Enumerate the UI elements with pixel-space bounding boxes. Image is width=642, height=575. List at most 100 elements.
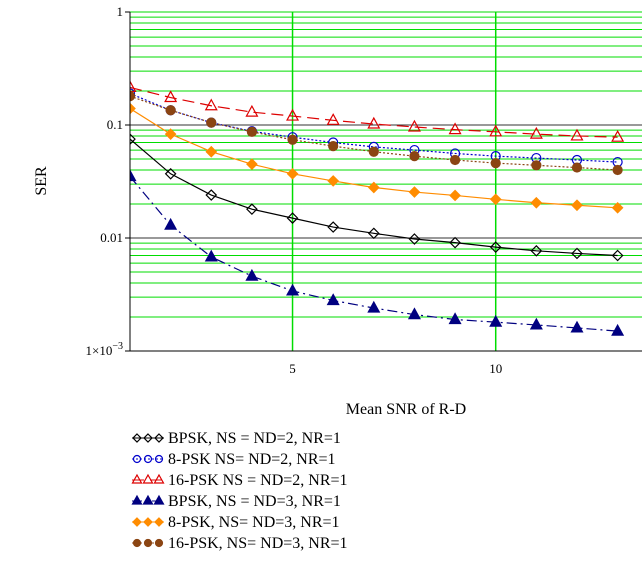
- data-point: [530, 196, 543, 209]
- legend-item: 8-PSK, NS= ND=3, NR=1: [132, 514, 340, 531]
- data-point: [448, 122, 462, 135]
- y-axis-title: SER: [33, 166, 50, 196]
- data-point: [326, 293, 340, 306]
- data-point: [367, 300, 381, 313]
- series-1: [130, 133, 624, 262]
- legend-label: 8-PSK NS= ND=2, NR=1: [168, 451, 336, 468]
- data-point: [570, 128, 584, 141]
- data-point: [530, 244, 543, 257]
- series-4: [130, 169, 625, 336]
- x-axis-title: Mean SNR of R-D: [346, 401, 466, 418]
- data-point: [367, 181, 380, 194]
- data-point: [570, 320, 584, 333]
- series-group: [130, 80, 625, 336]
- data-point: [612, 164, 623, 176]
- data-point: [204, 98, 218, 111]
- legend-marker: [154, 454, 164, 464]
- legend-marker: [131, 473, 143, 484]
- data-point: [246, 158, 258, 171]
- legend-item: BPSK, NS = ND=2, NR=1: [132, 430, 341, 447]
- data-point: [328, 141, 339, 152]
- data-point: [164, 217, 178, 230]
- data-point: [245, 268, 259, 281]
- legend-marker: [154, 433, 164, 443]
- data-point: [489, 314, 503, 327]
- data-point: [205, 145, 218, 158]
- data-point: [204, 249, 218, 262]
- data-point: [164, 167, 177, 180]
- data-point: [611, 129, 625, 142]
- legend-marker: [142, 494, 154, 505]
- legend-marker: [153, 473, 165, 484]
- data-point: [490, 158, 501, 169]
- data-point: [326, 113, 340, 125]
- y-tick-label: 0.01: [100, 230, 123, 245]
- data-point: [449, 154, 461, 166]
- data-point: [130, 80, 137, 93]
- legend-item: 16-PSK NS = ND=2, NR=1: [131, 472, 348, 489]
- data-point: [489, 124, 503, 137]
- data-point: [571, 247, 583, 260]
- series-3: [130, 80, 625, 142]
- x-tick-label: 10: [489, 361, 502, 376]
- data-point: [205, 189, 218, 201]
- series-line: [130, 92, 618, 163]
- data-point: [531, 160, 542, 171]
- data-point: [571, 199, 583, 212]
- data-point: [367, 227, 380, 240]
- axes: [125, 11, 642, 352]
- legend-item: BPSK, NS = ND=3, NR=1: [131, 493, 341, 510]
- data-point: [130, 102, 136, 115]
- legend-label: 16-PSK NS = ND=2, NR=1: [168, 472, 348, 489]
- x-tick-label: 5: [289, 361, 296, 376]
- data-point: [408, 233, 421, 245]
- tick-labels: 1 0.1 0.01 1×10−3 5 10: [86, 4, 503, 376]
- data-point: [529, 317, 543, 330]
- legend-marker: [132, 433, 142, 443]
- data-point: [489, 193, 502, 206]
- data-point: [130, 133, 136, 145]
- legend-label: 8-PSK, NS= ND=3, NR=1: [168, 514, 340, 531]
- data-point: [164, 128, 177, 140]
- series-line: [130, 86, 618, 138]
- data-point: [246, 203, 258, 216]
- data-point: [407, 307, 421, 320]
- plot-background: [130, 12, 642, 351]
- legend-marker: [131, 494, 143, 505]
- y-tick-label: 1×10−3: [86, 341, 123, 358]
- data-point: [206, 117, 217, 128]
- data-point: [327, 175, 340, 187]
- data-point: [489, 241, 502, 253]
- data-point: [286, 108, 300, 121]
- legend-item: 8-PSK NS= ND=2, NR=1: [132, 451, 336, 468]
- data-point: [165, 105, 176, 116]
- data-point: [611, 201, 624, 214]
- legend-marker: [143, 433, 153, 443]
- data-point: [367, 116, 381, 129]
- data-point: [246, 126, 258, 137]
- data-point: [611, 323, 625, 336]
- legend-label: BPSK, NS = ND=2, NR=1: [168, 430, 341, 447]
- data-point: [407, 119, 421, 132]
- data-point: [409, 151, 420, 162]
- data-point: [130, 91, 136, 102]
- legend: BPSK, NS = ND=2, NR=1 8-PSK NS= ND=2, NR=…: [131, 430, 348, 552]
- data-point: [611, 249, 624, 262]
- y-tick-label: 1: [117, 4, 124, 19]
- data-point: [287, 134, 298, 145]
- data-point: [368, 146, 379, 157]
- data-point: [529, 126, 543, 139]
- data-point: [408, 186, 421, 198]
- series-line: [130, 138, 618, 257]
- data-point: [164, 90, 178, 103]
- data-point: [286, 167, 299, 180]
- legend-item: 16-PSK, NS= ND=3, NR=1: [132, 535, 348, 552]
- data-point: [130, 88, 136, 99]
- data-point: [327, 221, 340, 233]
- data-point: [449, 189, 461, 202]
- series-6: [130, 91, 623, 176]
- data-point: [286, 283, 300, 296]
- legend-label: 16-PSK, NS= ND=3, NR=1: [168, 535, 348, 552]
- y-tick-label: 0.1: [107, 117, 123, 132]
